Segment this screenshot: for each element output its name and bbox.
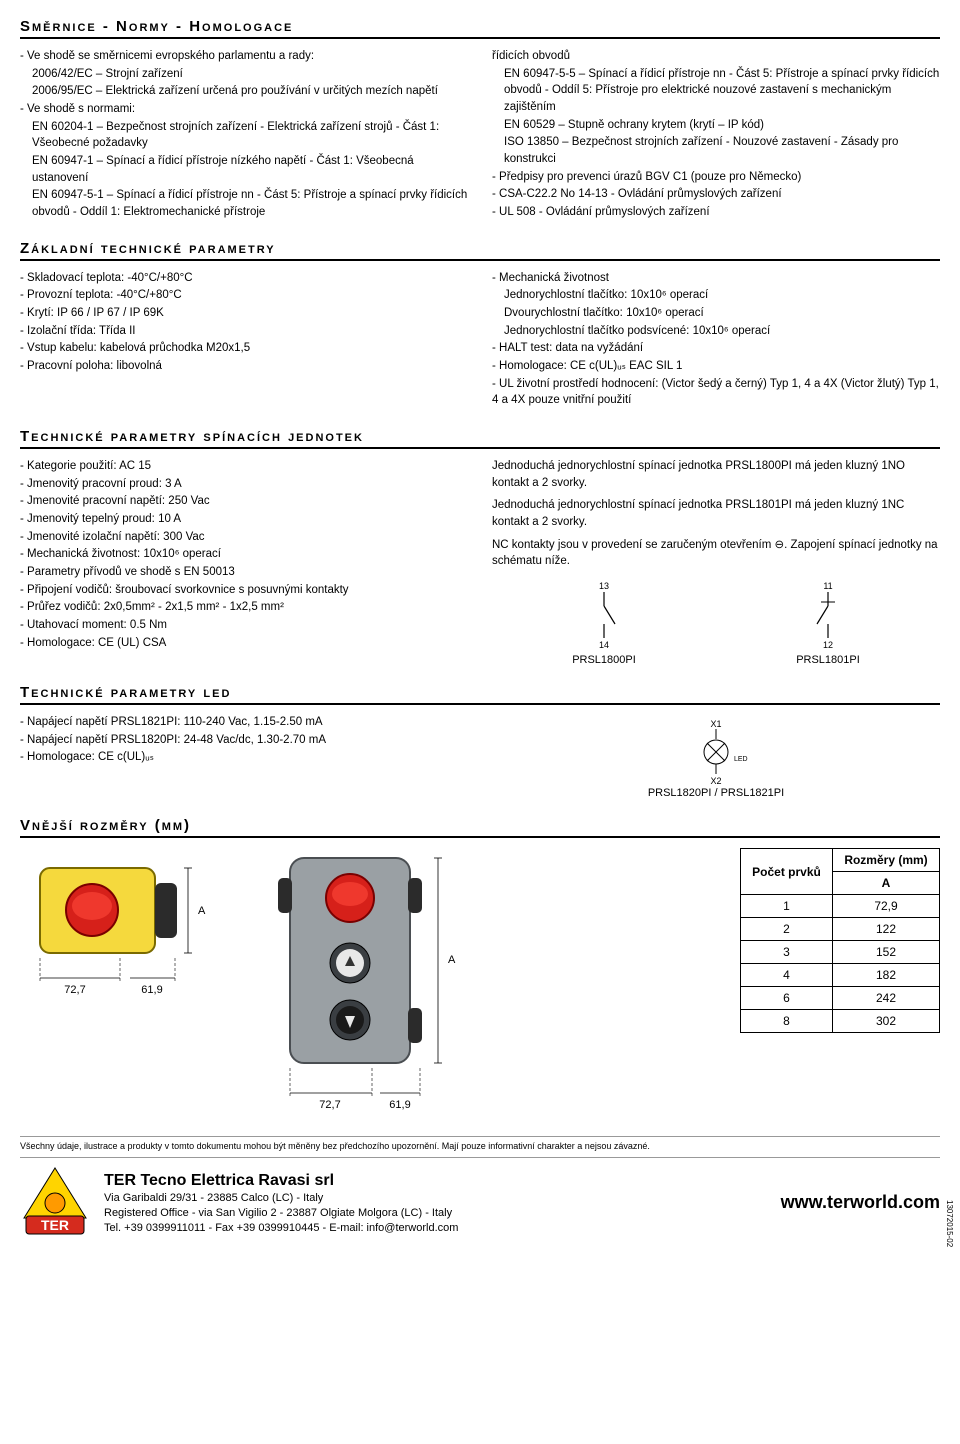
text-line: NC kontakty jsou v provedení se zaručený… <box>492 537 940 570</box>
table-row: 3152 <box>741 941 940 964</box>
th-dims: Rozměry (mm) <box>832 849 939 872</box>
text-line: EN 60204-1 – Bezpečnost strojních zaříze… <box>20 119 468 152</box>
header-led-params: Technické parametry led <box>20 680 940 705</box>
svg-text:72,7: 72,7 <box>64 984 85 996</box>
header-dimensions: Vnější rozměry (mm) <box>20 813 940 838</box>
th-count: Počet prvků <box>741 849 833 895</box>
footer-website: www.terworld.com <box>781 1192 940 1213</box>
text-line: řídicích obvodů <box>492 48 940 65</box>
svg-text:61,9: 61,9 <box>389 1099 410 1111</box>
dimensions-table: Počet prvků Rozměry (mm) A 172,921223152… <box>740 848 940 1033</box>
text-line: - Napájecí napětí PRSL1821PI: 110-240 Va… <box>20 714 468 731</box>
text-line: - Mechanická životnost <box>492 270 940 287</box>
disclaimer-text: Všechny údaje, ilustrace a produkty v to… <box>20 1136 940 1151</box>
footer-addr3: Tel. +39 0399911011 - Fax +39 0399910445… <box>104 1221 767 1236</box>
footer-addr1: Via Garibaldi 29/31 - 23885 Calco (LC) -… <box>104 1191 767 1206</box>
sec3-body: - Kategorie použití: AC 15- Jmenovitý pr… <box>20 457 940 666</box>
table-row: 172,9 <box>741 895 940 918</box>
text-line: - Vstup kabelu: kabelová průchodka M20x1… <box>20 340 468 357</box>
sec2-body: - Skladovací teplota: -40°C/+80°C- Provo… <box>20 269 940 410</box>
text-line: 2006/95/EC – Elektrická zařízení určená … <box>20 83 468 100</box>
dim-table-wrap: Počet prvků Rozměry (mm) A 172,921223152… <box>520 848 940 1033</box>
text-line: EN 60947-5-5 – Spínací a řídicí přístroj… <box>492 66 940 116</box>
table-row: 2122 <box>741 918 940 941</box>
svg-text:11: 11 <box>823 581 832 591</box>
sec4-body: - Napájecí napětí PRSL1821PI: 110-240 Va… <box>20 713 940 799</box>
text-line: - Jmenovité pracovní napětí: 250 Vac <box>20 493 468 510</box>
dimensions-row: A 72,7 61,9 <box>20 848 940 1128</box>
text-line: - Ve shodě se směrnicemi evropského parl… <box>20 48 468 65</box>
document-number: 13072015-02 <box>945 1200 954 1247</box>
header-directives: Směrnice - Normy - Homologace <box>20 14 940 39</box>
text-line: - Jmenovitý pracovní proud: 3 A <box>20 476 468 493</box>
page-footer: TER TER Tecno Elettrica Ravasi srl Via G… <box>20 1157 940 1253</box>
text-line: - Homologace: CE (UL) CSA <box>20 635 468 652</box>
dim-figure-1: A 72,7 61,9 <box>20 848 230 1008</box>
svg-text:61,9: 61,9 <box>141 984 162 996</box>
ter-logo: TER <box>20 1166 90 1239</box>
text-line: EN 60529 – Stupně ochrany krytem (krytí … <box>492 117 940 134</box>
svg-text:A: A <box>448 954 456 966</box>
text-line: - Homologace: CE ᴄ(UL)ᵤₛ <box>20 749 468 766</box>
text-line: Jednorychlostní tlačítko: 10x10⁶ operací <box>492 287 940 304</box>
text-line: - Jmenovité izolační napětí: 300 Vac <box>20 529 468 546</box>
text-line: - Napájecí napětí PRSL1820PI: 24-48 Vac/… <box>20 732 468 749</box>
svg-text:A: A <box>198 905 206 917</box>
footer-company: TER Tecno Elettrica Ravasi srl <box>104 1170 767 1192</box>
text-line: - Předpisy pro prevenci úrazů BGV C1 (po… <box>492 169 940 186</box>
text-line: - HALT test: data na vyžádání <box>492 340 940 357</box>
svg-text:14: 14 <box>599 640 609 650</box>
text-line: - Utahovací moment: 0.5 Nm <box>20 617 468 634</box>
table-row: 8302 <box>741 1010 940 1033</box>
text-line: - Skladovací teplota: -40°C/+80°C <box>20 270 468 287</box>
table-row: 4182 <box>741 964 940 987</box>
text-line: - UL 508 - Ovládání průmyslových zařízen… <box>492 204 940 221</box>
text-line: - Krytí: IP 66 / IP 67 / IP 69K <box>20 305 468 322</box>
led-diagram: X1 LED X2 PRSL1820PI / PRSL1821PI <box>492 717 940 799</box>
footer-addr2: Registered Office - via San Vigilio 2 - … <box>104 1206 767 1221</box>
th-a: A <box>832 872 939 895</box>
text-line: ISO 13850 – Bezpečnost strojních zařízen… <box>492 134 940 167</box>
text-line: EN 60947-5-1 – Spínací a řídicí přístroj… <box>20 187 468 220</box>
text-line: Jednoduchá jednorychlostní spínací jedno… <box>492 497 940 530</box>
text-line: - CSA-C22.2 No 14-13 - Ovládání průmyslo… <box>492 186 940 203</box>
text-line: Dvourychlostní tlačítko: 10x10⁶ operací <box>492 305 940 322</box>
sec1-body: - Ve shodě se směrnicemi evropského parl… <box>20 47 940 222</box>
text-line: Jednoduchá jednorychlostní spínací jedno… <box>492 458 940 491</box>
text-line: - UL životní prostředí hodnocení: (Victo… <box>492 376 940 409</box>
contact-schematic: 1314PRSL1800PI <box>572 580 636 666</box>
text-line: - Parametry přívodů ve shodě s EN 50013 <box>20 564 468 581</box>
svg-text:TER: TER <box>41 1217 69 1233</box>
led-label: LED <box>734 756 748 763</box>
svg-text:12: 12 <box>823 640 833 650</box>
text-line: - Provozní teplota: -40°C/+80°C <box>20 287 468 304</box>
text-line: - Pracovní poloha: libovolná <box>20 358 468 375</box>
text-line: - Ve shodě s normami: <box>20 101 468 118</box>
svg-text:72,7: 72,7 <box>319 1099 340 1111</box>
led-caption: PRSL1820PI / PRSL1821PI <box>492 787 940 799</box>
header-switching-params: Technické parametry spínacích jednotek <box>20 424 940 449</box>
text-line: - Kategorie použití: AC 15 <box>20 458 468 475</box>
table-row: 6242 <box>741 987 940 1010</box>
contact-schematic: 1112PRSL1801PI <box>796 580 860 666</box>
text-line: - Průřez vodičů: 2x0,5mm² - 2x1,5 mm² - … <box>20 599 468 616</box>
text-line: - Jmenovitý tepelný proud: 10 A <box>20 511 468 528</box>
dim-figure-2: A 72,7 61,9 <box>260 848 490 1128</box>
text-line: - Připojení vodičů: šroubovací svorkovni… <box>20 582 468 599</box>
led-x2: X2 <box>710 776 721 786</box>
text-line: 2006/42/EC – Strojní zařízení <box>20 66 468 83</box>
text-line: - Homologace: CE ᴄ(UL)ᵤₛ EAC SIL 1 <box>492 358 940 375</box>
text-line: Jednorychlostní tlačítko podsvícené: 10x… <box>492 323 940 340</box>
text-line: - Izolační třída: Třída II <box>20 323 468 340</box>
led-x1: X1 <box>710 719 721 729</box>
header-basic-params: Základní technické parametry <box>20 236 940 261</box>
text-line: EN 60947-1 – Spínací a řídicí přístroje … <box>20 153 468 186</box>
text-line: - Mechanická životnost: 10x10⁶ operací <box>20 546 468 563</box>
svg-text:13: 13 <box>599 581 609 591</box>
